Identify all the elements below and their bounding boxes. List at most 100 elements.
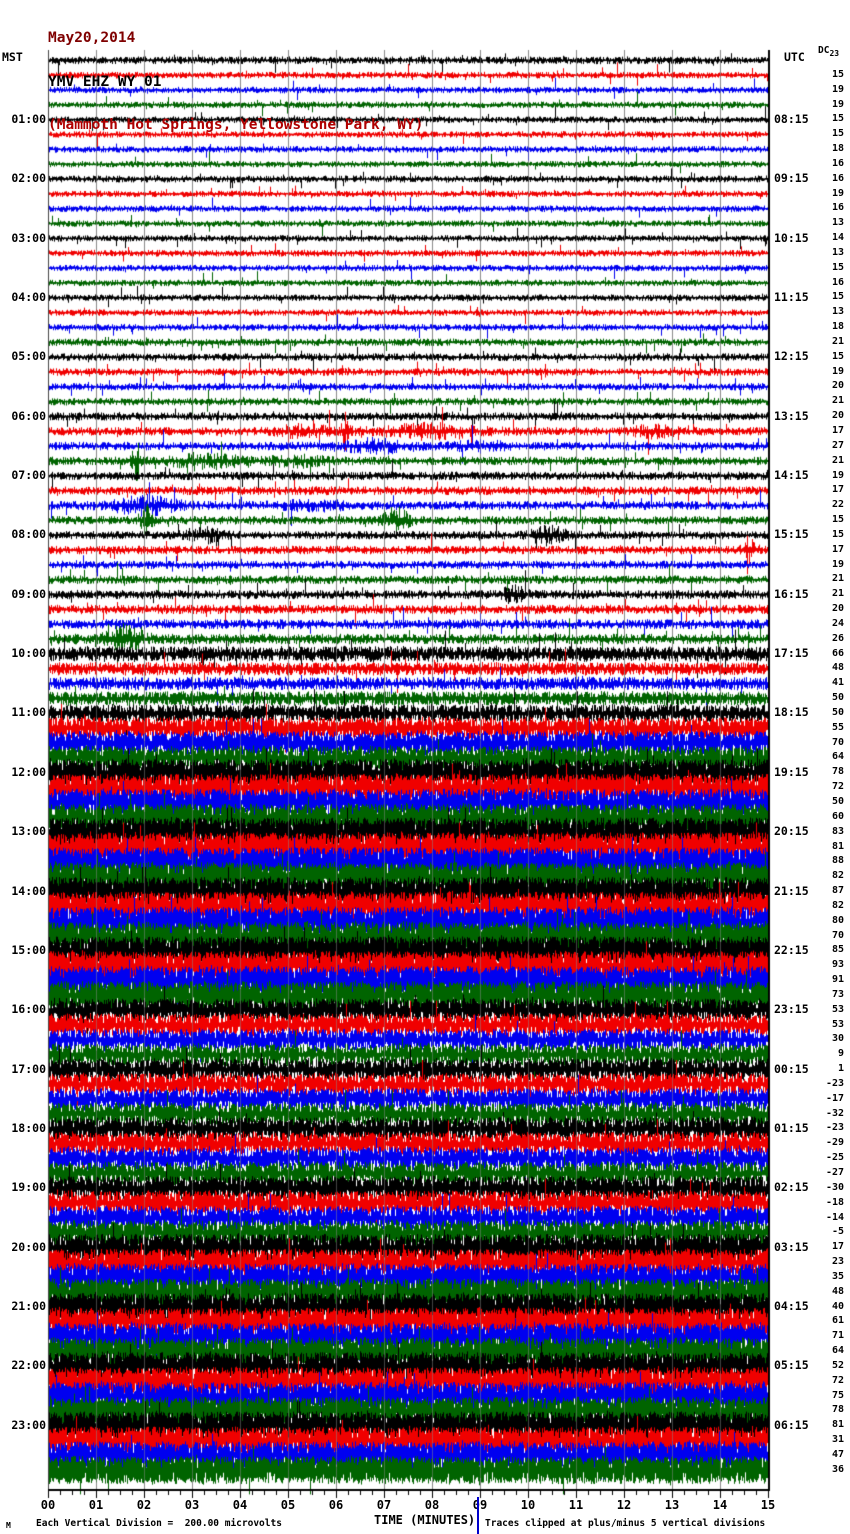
- x-tick-label: 05: [280, 1498, 296, 1512]
- dc-offset-value: 48: [831, 1285, 844, 1297]
- dc-offset-value: 16: [831, 157, 844, 169]
- dc-offset-value: 61: [831, 1315, 844, 1327]
- location-title: (Mammoth Hot Springs, Yellowstone Park, …: [48, 117, 424, 133]
- dc-offset-value: 87: [831, 885, 844, 897]
- dc-offset-value: 35: [831, 1270, 844, 1282]
- dc-offset-value: -25: [825, 1152, 844, 1164]
- x-tick-label: 00: [40, 1498, 56, 1512]
- dc-offset-value: 15: [831, 514, 844, 526]
- dc-offset-value: 53: [831, 1018, 844, 1030]
- mst-hour-label: 14:00: [11, 883, 46, 898]
- dc-offset-value: 47: [831, 1448, 844, 1460]
- dc-offset-value: -17: [825, 1092, 844, 1104]
- dc-offset-value: 16: [831, 172, 844, 184]
- dc-offset-value: 78: [831, 766, 844, 778]
- plot-header: May20,2014 YMV EHZ WY 01 (Mammoth Hot Sp…: [48, 2, 423, 162]
- dc-offset-value: -27: [825, 1167, 844, 1178]
- dc-offset-value: 17: [831, 1241, 844, 1253]
- dc-offset-header: DC23: [818, 45, 839, 58]
- dc-offset-value: 82: [831, 870, 844, 882]
- watermark-m: M: [6, 1521, 11, 1530]
- dc-offset-value: 13: [831, 306, 844, 318]
- mst-hour-label: 10:00: [11, 646, 46, 661]
- dc-offset-value: -23: [825, 1077, 844, 1089]
- dc-offset-value: 22: [831, 499, 844, 511]
- dc-offset-value: 15: [831, 128, 844, 140]
- dc-offset-value: 31: [831, 1434, 844, 1446]
- x-tick-label: 06: [328, 1498, 344, 1512]
- dc-offset-value: 19: [831, 558, 844, 570]
- dc-offset-value: 9: [837, 1048, 844, 1060]
- dc-offset-value: -14: [825, 1211, 844, 1223]
- vertical-scale-note: Each Vertical Division = 200.00 microvol…: [36, 1518, 282, 1529]
- x-tick-label: 13: [664, 1498, 680, 1512]
- mst-hour-label: 16:00: [11, 1002, 46, 1017]
- utc-hour-label: 22:15: [774, 942, 809, 957]
- dc-offset-value: 21: [831, 588, 844, 600]
- dc-offset-value: 83: [831, 825, 844, 837]
- utc-hour-label: 13:15: [774, 408, 809, 423]
- mst-hour-label: 05:00: [11, 349, 46, 364]
- utc-hour-label: 18:15: [774, 705, 809, 720]
- dc-offset-value: 14: [831, 232, 844, 244]
- dc-offset-value: 19: [831, 98, 844, 110]
- utc-hour-label: 08:15: [774, 111, 809, 126]
- utc-hour-label: 19:15: [774, 764, 809, 779]
- mst-hour-label: 13:00: [11, 824, 46, 839]
- dc-offset-value: 19: [831, 83, 844, 95]
- dc-offset-value: 13: [831, 217, 844, 229]
- dc-offset-value: 78: [831, 1404, 844, 1416]
- x-tick-label: 11: [568, 1498, 584, 1512]
- dc-offset-value: 75: [831, 1389, 844, 1401]
- date-title: May20,2014: [48, 30, 136, 46]
- dc-offset-value: -5: [831, 1226, 844, 1238]
- mst-hour-label: 03:00: [11, 230, 46, 245]
- x-tick-label: 01: [88, 1498, 104, 1512]
- dc-offset-value: 23: [831, 1256, 844, 1268]
- dc-offset-value: 17: [831, 484, 844, 496]
- dc-offset-value: -30: [825, 1181, 844, 1193]
- utc-hour-label: 21:15: [774, 883, 809, 898]
- dc-offset-value: 15: [831, 261, 844, 273]
- utc-hour-label: 17:15: [774, 646, 809, 661]
- x-tick-label: 09: [472, 1498, 488, 1512]
- dc-offset-value: 93: [831, 959, 844, 971]
- dc-offset-value: 53: [831, 1003, 844, 1015]
- dc-offset-value: 21: [831, 454, 844, 466]
- dc-offset-value: 70: [831, 929, 844, 941]
- mst-hour-label: 01:00: [11, 111, 46, 126]
- dc-offset-value: 81: [831, 1419, 844, 1431]
- mst-hour-label: 22:00: [11, 1358, 46, 1373]
- utc-hour-label: 11:15: [774, 289, 809, 304]
- utc-hour-label: 06:15: [774, 1417, 809, 1432]
- x-tick-label: 08: [424, 1498, 440, 1512]
- dc-offset-value: 21: [831, 395, 844, 407]
- dc-offset-value: 13: [831, 246, 844, 258]
- dc-offset-value: 18: [831, 321, 844, 333]
- dc-offset-value: 72: [831, 1374, 844, 1386]
- dc-offset-value: 88: [831, 855, 844, 867]
- timezone-left-label: MST: [2, 50, 23, 64]
- utc-hour-label: 01:15: [774, 1120, 809, 1135]
- dc-offset-value: -18: [825, 1196, 844, 1208]
- dc-offset-value: -29: [825, 1137, 844, 1149]
- dc-offset-value: 55: [831, 721, 844, 733]
- dc-offset-value: 36: [831, 1463, 844, 1475]
- dc-offset-value: 26: [831, 632, 844, 644]
- dc-offset-value: 40: [831, 1300, 844, 1312]
- x-tick-label: 03: [184, 1498, 200, 1512]
- x-tick-label: 14: [712, 1498, 728, 1512]
- x-axis-title: TIME (MINUTES): [374, 1513, 476, 1527]
- dc-offset-value: 48: [831, 662, 844, 674]
- utc-hour-label: 04:15: [774, 1299, 809, 1314]
- mst-hour-label: 18:00: [11, 1120, 46, 1135]
- dc-offset-value: 15: [831, 113, 844, 125]
- dc-offset-value: 85: [831, 944, 844, 956]
- dc-prefix: DC: [818, 45, 830, 56]
- dc-offset-value: 81: [831, 840, 844, 852]
- utc-hour-label: 02:15: [774, 1180, 809, 1195]
- dc-offset-value: 52: [831, 1359, 844, 1371]
- utc-hour-label: 16:15: [774, 586, 809, 601]
- dc-offset-value: 21: [831, 335, 844, 347]
